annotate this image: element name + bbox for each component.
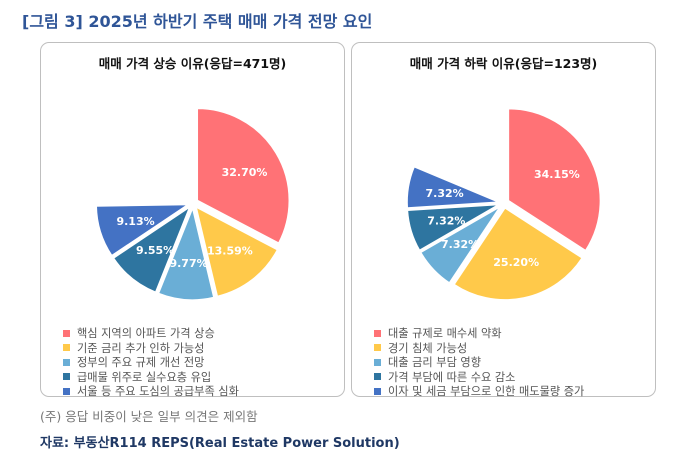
legend-0-swatch-0 [63,329,70,337]
source-line: 자료: 부동산R114 REPS(Real Estate Power Solut… [40,436,400,451]
pie-title-fall: 매매 가격 하락 이유(응답=123명) [409,56,598,71]
pie-chart-fall: 34.15% 25.20% 7.32% 7.32% 7.32% [406,107,602,301]
pie-title-rise: 매매 가격 상승 이유(응답=471명) [98,56,287,71]
pie-1-slice-2 [419,205,501,285]
pie-0-slice-label-2: 9.77% [169,257,207,270]
pie-1-slice-1 [452,206,584,301]
legend-0-label-4: 서울 등 주요 도심의 공급부족 심화 [77,385,239,398]
pie-1-slice-label-1: 25.20% [493,256,539,269]
pie-0-slice-0 [196,107,290,245]
pie-1-slice-label-4: 7.32% [426,187,464,200]
pie-0-slice-3 [112,204,192,294]
legend-1-label-1: 경기 침체 가능성 [388,341,468,355]
pie-1-slice-label-0: 34.15% [534,168,580,181]
pie-0-slice-label-0: 32.70% [222,166,268,179]
legend-1-label-0: 대출 규제로 매수세 약화 [388,327,502,340]
legend-0-swatch-2 [63,358,70,366]
legend-fall: 대출 규제로 매수세 약화 경기 침체 가능성 대출 금리 부담 영향 가격 부담에 … [374,326,584,399]
legend-1-swatch-0 [374,329,381,337]
legend-0-label-1: 기준 금리 추가 인하 가능성 [77,341,205,355]
pie-chart-rise: 32.70% 13.59%9.77%9.55% 9.13% [95,107,290,301]
pie-1-slice-0 [507,107,602,252]
footnote: (주) 응답 비중이 낮은 일부 의견은 제외함 [40,409,258,424]
pie-0-slice-2 [157,205,215,301]
legend-0-swatch-1 [63,344,70,351]
legend-0-label-3: 급매물 위주로 실수요층 유입 [77,370,212,384]
legend-0-label-2: 정부의 주요 규제 개선 전망 [77,356,205,369]
legend-1-label-2: 대출 금리 부담 영향 [388,356,482,369]
pie-0-slice-label-3: 9.55% [136,244,174,257]
legend-0-swatch-4 [63,387,70,395]
legend-0-item-2: 정부의 주요 규제 개선 전망 [63,355,239,369]
legend-0-item-3: 급매물 위주로 실수요층 유입 [63,370,239,384]
pie-1-slice-label-3: 7.32% [427,214,465,227]
pie-0-slice-1 [194,205,279,298]
legend-1-swatch-4 [374,387,381,395]
pie-0-slice-label-1: 13.59% [207,245,253,258]
legend-1-item-4: 이자 및 세금 부담으로 인한 매도물량 증가 [374,384,584,398]
legend-0-item-1: 기준 금리 추가 인하 가능성 [63,341,239,355]
legend-1-swatch-2 [374,358,381,366]
pie-panel-rise: 매매 가격 상승 이유(응답=471명) 32.70% 13.59% 9.77% 9.… [40,42,345,399]
legend-0-item-0: 핵심 지역의 아파트 가격 상승 [63,326,239,340]
legend-1-item-1: 경기 침체 가능성 [374,341,584,355]
pie-0-slice-4 [95,203,191,257]
pie-1-slice-4 [406,165,500,209]
pie-1-slice-3 [406,203,500,252]
legend-1-swatch-1 [374,344,381,351]
legend-1-item-0: 대출 규제로 매수세 약화 [374,326,584,340]
legend-0-label-0: 핵심 지역의 아파트 가격 상승 [77,327,215,340]
legend-1-swatch-3 [374,373,381,380]
legend-1-item-3: 가격 부담에 따른 수요 감소 [374,370,584,384]
legend-0-item-4: 서울 등 주요 도심의 공급부족 심화 [63,384,239,398]
legend-1-label-3: 가격 부담에 따른 수요 감소 [388,370,516,384]
legend-rise: 핵심 지역의 아파트 가격 상승 기준 금리 추가 인하 가능성 정부의 주요 규제… [63,326,239,399]
pie-0-slice-label-4: 9.13% [116,215,154,228]
legend-0-swatch-3 [63,373,70,380]
legend-1-label-4: 이자 및 세금 부담으로 인한 매도물량 증가 [388,385,585,398]
legend-1-item-2: 대출 금리 부담 영향 [374,355,584,369]
figure-title: [그림 3] 2025년 하반기 주택 매매 가격 전망 요인 [22,12,373,31]
pie-panel-fall: 매매 가격 하락 이유(응답=123명) 34.15% 25.20% 7.32% 7.… [351,42,656,399]
pie-1-slice-label-2: 7.32% [441,238,479,251]
